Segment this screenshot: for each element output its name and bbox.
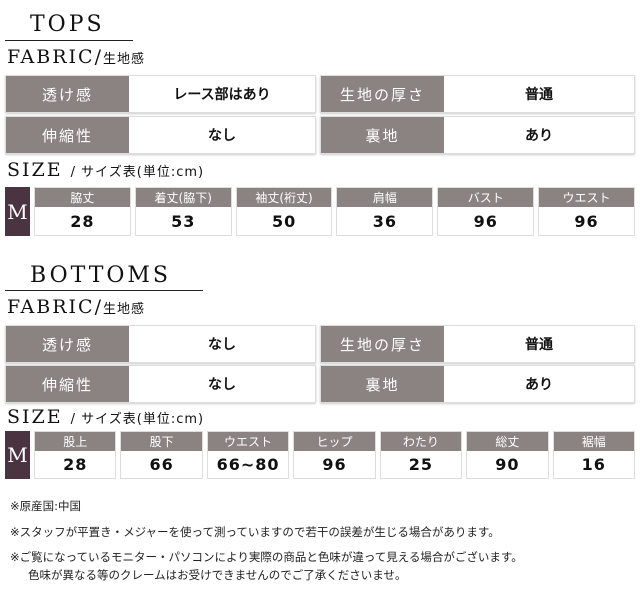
size-heading: SIZE / サイズ表(単位:cm) bbox=[7, 406, 204, 428]
size-col: ウエスト 96 bbox=[538, 187, 635, 236]
size-header: バスト bbox=[438, 188, 534, 207]
size-header: ウエスト bbox=[207, 432, 289, 451]
size-col: ウエスト 66~80 bbox=[206, 431, 290, 479]
size-value: 36 bbox=[372, 211, 398, 231]
size-table: M 股上 28 股下 66 ウエスト 66~80 ヒップ 96 わたり 25 総丈 90 裾… bbox=[5, 431, 635, 479]
size-col: 着丈(脇下) 53 bbox=[134, 187, 232, 236]
fabric-label: 生地の厚さ bbox=[321, 326, 444, 362]
bottoms-title: BOTTOMS bbox=[30, 263, 172, 288]
fabric-value: なし bbox=[208, 337, 236, 353]
fabric-row: 裏地 あり bbox=[320, 365, 635, 403]
fabric-sub: 生地感 bbox=[102, 52, 145, 67]
size-value: 28 bbox=[70, 211, 95, 231]
fabric-label: 生地の厚さ bbox=[321, 76, 444, 112]
fabric-title: FABRIC/ bbox=[7, 296, 103, 318]
fabric-label: 透け感 bbox=[6, 326, 129, 362]
size-value: 96 bbox=[473, 211, 498, 231]
fabric-value: なし bbox=[208, 377, 236, 393]
size-header: 袖丈(裄丈) bbox=[236, 188, 332, 207]
note: ※ご覧になっているモニター・パソコンにより実際の商品と色味が違って見える場合がご… bbox=[10, 550, 523, 564]
fabric-value: 普通 bbox=[525, 87, 553, 103]
size-header: ウエスト bbox=[539, 188, 634, 207]
size-value: 53 bbox=[171, 211, 196, 231]
fabric-value: なし bbox=[208, 128, 236, 144]
size-heading: SIZE / サイズ表(単位:cm) bbox=[7, 159, 204, 181]
size-value: 25 bbox=[408, 455, 434, 474]
fabric-title: FABRIC/ bbox=[7, 46, 103, 68]
size-col: ヒップ 96 bbox=[293, 431, 376, 479]
size-value: 66 bbox=[149, 455, 174, 474]
size-badge: M bbox=[5, 187, 30, 236]
size-header: 肩幅 bbox=[337, 188, 433, 207]
size-badge: M bbox=[5, 431, 30, 479]
size-header: 脇丈 bbox=[35, 188, 130, 207]
size-col: 袖丈(裄丈) 50 bbox=[235, 187, 333, 236]
size-value: 28 bbox=[63, 455, 88, 474]
size-col: 股上 28 bbox=[34, 431, 117, 479]
size-sub: / サイズ表(単位:cm) bbox=[70, 412, 205, 427]
size-header: 着丈(脇下) bbox=[135, 188, 231, 207]
size-header: わたり bbox=[380, 432, 462, 451]
size-header: 裾幅 bbox=[553, 432, 634, 451]
size-col: 肩幅 36 bbox=[336, 187, 434, 236]
fabric-heading: FABRIC/生地感 bbox=[7, 46, 145, 68]
size-header: 総丈 bbox=[467, 432, 548, 451]
size-value: 66~80 bbox=[216, 455, 280, 474]
size-header: 股上 bbox=[35, 432, 116, 451]
size-title: SIZE bbox=[7, 159, 63, 181]
divider bbox=[5, 290, 203, 291]
size-value: 50 bbox=[271, 211, 297, 231]
fabric-label: 伸縮性 bbox=[6, 366, 129, 402]
fabric-row: 伸縮性 なし bbox=[5, 116, 316, 154]
fabric-sub: 生地感 bbox=[102, 302, 145, 317]
size-col: 総丈 90 bbox=[466, 431, 549, 479]
fabric-row: 透け感 レース部はあり bbox=[5, 75, 316, 113]
size-title: SIZE bbox=[7, 406, 63, 428]
fabric-value: あり bbox=[525, 377, 553, 393]
fabric-value: あり bbox=[525, 128, 553, 144]
fabric-label: 裏地 bbox=[321, 117, 444, 153]
size-sub: / サイズ表(単位:cm) bbox=[70, 165, 205, 180]
fabric-row: 伸縮性 なし bbox=[5, 365, 316, 403]
size-header: 股下 bbox=[121, 432, 202, 451]
fabric-value: レース部はあり bbox=[173, 87, 271, 103]
size-col: 裾幅 16 bbox=[552, 431, 635, 479]
fabric-label: 透け感 bbox=[6, 76, 129, 112]
note: ※スタッフが平置き・メジャーを使って測っていますので若干の誤差が生じる場合があり… bbox=[10, 525, 500, 539]
fabric-row: 生地の厚さ 普通 bbox=[320, 75, 635, 113]
size-col: バスト 96 bbox=[437, 187, 535, 236]
size-value: 90 bbox=[495, 455, 520, 474]
note: 色味が異なる等のクレームはお受けできませんのでご了承くださいませ。 bbox=[28, 568, 407, 582]
fabric-row: 透け感 なし bbox=[5, 325, 316, 363]
size-value: 96 bbox=[322, 455, 347, 474]
fabric-label: 裏地 bbox=[321, 366, 444, 402]
size-table: M 脇丈 28 着丈(脇下) 53 袖丈(裄丈) 50 肩幅 36 バスト 96 ウエスト… bbox=[5, 187, 635, 236]
size-value: 96 bbox=[574, 211, 599, 231]
size-col: 股下 66 bbox=[120, 431, 203, 479]
tops-title: TOPS bbox=[30, 12, 105, 37]
fabric-value: 普通 bbox=[525, 337, 553, 353]
fabric-row: 生地の厚さ 普通 bbox=[320, 325, 635, 363]
size-value: 16 bbox=[581, 455, 606, 474]
divider bbox=[5, 40, 133, 41]
note: ※原産国:中国 bbox=[10, 499, 82, 513]
fabric-heading: FABRIC/生地感 bbox=[7, 296, 145, 318]
fabric-label: 伸縮性 bbox=[6, 117, 129, 153]
size-header: ヒップ bbox=[294, 432, 375, 451]
size-col: 脇丈 28 bbox=[34, 187, 131, 236]
fabric-row: 裏地 あり bbox=[320, 116, 635, 154]
size-col: わたり 25 bbox=[379, 431, 463, 479]
